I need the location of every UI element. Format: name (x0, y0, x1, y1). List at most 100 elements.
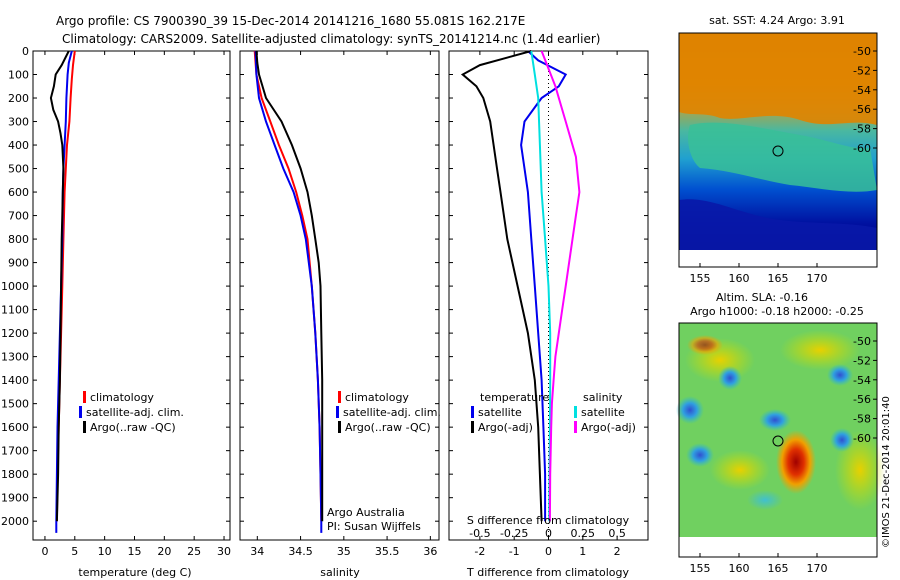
sla-map-title-line2: Argo h1000: -0.18 h2000: -0.25 (690, 305, 864, 318)
y-tick-label: 800 (8, 233, 29, 246)
y-tick-label: 900 (8, 257, 29, 270)
legend-swatch-climatology (338, 391, 341, 403)
legend-label: satellite-adj. clim. (86, 406, 184, 419)
lon-tick-label: 160 (729, 272, 750, 285)
lat-tick-label: -56 (853, 103, 871, 116)
series-line (540, 50, 581, 522)
x-tick-label: 35.5 (375, 545, 400, 558)
imos-watermark: ©IMOS 21-Dec-2014 20:01:40 (881, 396, 892, 548)
temperature-plot: 0 5 10 15 20 25 300100200300400500600700800900… (1, 45, 231, 558)
argo-float-marker (772, 435, 784, 447)
lon-tick-label: 165 (768, 562, 789, 575)
lon-tick-label: 165 (768, 272, 789, 285)
series-line (520, 50, 568, 522)
lat-tick-label: -58 (853, 123, 871, 136)
x-tick-label: 34.5 (288, 545, 313, 558)
x-tick-label: 30 (217, 545, 231, 558)
lon-tick-label: 170 (807, 562, 828, 575)
lat-tick-label: -60 (853, 432, 871, 445)
y-tick-label: 1300 (1, 351, 29, 364)
legend-label: satellite-adj. clim. (343, 406, 441, 419)
x-tick-label: 36 (423, 545, 437, 558)
salinity-annotation-line1: Argo Australia (327, 506, 405, 519)
lat-tick-label: -56 (853, 393, 871, 406)
lat-tick-label: -50 (853, 45, 871, 58)
sla-map: ©IMOS 21-Dec-2014 20:01:40 (676, 323, 892, 557)
legend-label: satellite (478, 406, 522, 419)
y-tick-label: 400 (8, 139, 29, 152)
top-tick-label: 0.25 (571, 527, 596, 540)
y-tick-label: 600 (8, 186, 29, 199)
legend-label: satellite (581, 406, 625, 419)
x-tick-label: 5 (71, 545, 78, 558)
lat-tick-label: -54 (853, 374, 871, 387)
y-tick-label: 1200 (1, 327, 29, 340)
legend-label: Argo(..raw -QC) (345, 421, 431, 434)
legend-title-temperature: temperature (480, 391, 549, 404)
top-tick-label: 0 (545, 527, 552, 540)
temperature-legend: climatology satellite-adj. clim. Argo(..… (79, 391, 184, 434)
sst-map-title: sat. SST: 4.24 Argo: 3.91 (709, 14, 845, 27)
y-tick-label: 2000 (1, 515, 29, 528)
legend-swatch-sal-satellite (574, 406, 577, 418)
temperature-xlabel: temperature (deg C) (78, 566, 191, 579)
x-tick-label: 0 (545, 545, 552, 558)
x-tick-label: 10 (98, 545, 112, 558)
y-tick-label: 700 (8, 210, 29, 223)
salinity-legend: climatology satellite-adj. clim. Argo(..… (336, 391, 441, 434)
y-tick-label: 1800 (1, 468, 29, 481)
legend-title-salinity: salinity (583, 391, 623, 404)
x-tick-label: 35 (337, 545, 351, 558)
sst-warm-water (679, 33, 877, 125)
lon-tick-label: 155 (690, 272, 711, 285)
difference-xlabel: T difference from climatology (466, 566, 629, 579)
y-tick-label: 200 (8, 92, 29, 105)
series-line (49, 50, 70, 522)
difference-plot: -2 -1 0 1 2 -0.5 -0.25 0 0.25 0.5 (448, 50, 649, 558)
salinity-plot: 34 34.5 35 35.5 36 (239, 50, 440, 558)
figure-title-line1: Argo profile: CS 7900390_39 15-Dec-2014 … (56, 14, 525, 28)
series-line (460, 50, 543, 522)
legend-label: climatology (345, 391, 409, 404)
lat-tick-label: -52 (853, 354, 871, 367)
legend-swatch-satellite (79, 406, 82, 418)
y-tick-label: 1000 (1, 280, 29, 293)
series-line (530, 50, 552, 522)
legend-swatch-climatology (83, 391, 86, 403)
x-tick-label: 20 (157, 545, 171, 558)
legend-swatch-satellite (336, 406, 339, 418)
legend-swatch-argo (83, 421, 86, 433)
salinity-annotation-line2: PI: Susan Wijffels (327, 520, 421, 533)
sst-cold-water (679, 199, 877, 250)
lat-tick-label: -54 (853, 84, 871, 97)
y-tick-label: 100 (8, 69, 29, 82)
x-tick-label: 0 (41, 545, 48, 558)
x-tick-label: 15 (127, 545, 141, 558)
plot-frame (32, 50, 231, 541)
y-tick-label: 1100 (1, 304, 29, 317)
y-tick-label: 1900 (1, 492, 29, 505)
y-tick-label: 1600 (1, 421, 29, 434)
salinity-xlabel: salinity (320, 566, 360, 579)
y-tick-label: 1700 (1, 445, 29, 458)
top-tick-label: 0.5 (608, 527, 626, 540)
x-tick-label: 25 (187, 545, 201, 558)
legend-label: climatology (90, 391, 154, 404)
series-line (254, 50, 323, 533)
figure-title-line2: Climatology: CARS2009. Satellite-adjuste… (62, 32, 600, 46)
top-tick-label: -0.25 (500, 527, 528, 540)
legend-label: Argo(-adj) (478, 421, 533, 434)
lat-tick-label: -58 (853, 413, 871, 426)
lat-tick-label: -50 (853, 335, 871, 348)
map-axes: 155 160 165 170 -50 -52 -54 -56 -58 -60 155 160 165 1… (678, 32, 878, 575)
y-tick-label: 500 (8, 163, 29, 176)
legend-swatch-temp-argo (471, 421, 474, 433)
difference-top-axis-label: S difference from climatology (467, 514, 630, 527)
legend-swatch-temp-satellite (471, 406, 474, 418)
argo-float-marker (772, 145, 784, 157)
y-tick-label: 1400 (1, 374, 29, 387)
top-tick-label: -0.5 (469, 527, 490, 540)
lat-tick-label: -60 (853, 142, 871, 155)
x-tick-label: 1 (579, 545, 586, 558)
